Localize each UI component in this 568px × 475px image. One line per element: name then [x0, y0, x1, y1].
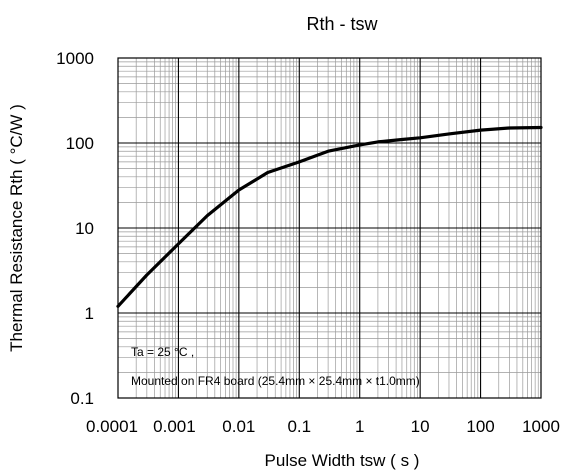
x-tick-label: 0.0001 [86, 417, 138, 436]
x-tick-label: 0.001 [153, 417, 196, 436]
x-axis-label: Pulse Width tsw ( s ) [265, 451, 420, 470]
annotation-board-mounting: Mounted on FR4 board (25.4mm × 25.4mm × … [131, 374, 420, 388]
x-tick-label: 10 [411, 417, 430, 436]
x-tick-label: 0.1 [287, 417, 311, 436]
y-tick-label: 1000 [56, 49, 94, 68]
plot-frame [117, 57, 542, 399]
x-tick-label: 100 [466, 417, 494, 436]
y-tick-label: 100 [66, 134, 94, 153]
y-axis-label: Thermal Resistance Rth ( °C/W ) [7, 104, 26, 352]
y-tick-labels: 0.1 1 10 100 1000 [56, 49, 94, 408]
series-layer [116, 125, 543, 308]
y-tick-label: 1 [85, 304, 94, 323]
chart-title: Rth - tsw [306, 14, 378, 34]
y-tick-label: 0.1 [70, 389, 94, 408]
x-tick-label: 0.01 [222, 417, 255, 436]
series-line-0 [116, 125, 543, 308]
x-tick-label: 1000 [522, 417, 560, 436]
x-tick-labels: 0.0001 0.001 0.01 0.1 1 10 100 1000 [86, 417, 560, 436]
y-tick-label: 10 [75, 219, 94, 238]
x-tick-label: 1 [355, 417, 364, 436]
major-grid [118, 58, 541, 398]
annotation-ambient-temperature: Ta = 25 °C , [131, 345, 194, 359]
